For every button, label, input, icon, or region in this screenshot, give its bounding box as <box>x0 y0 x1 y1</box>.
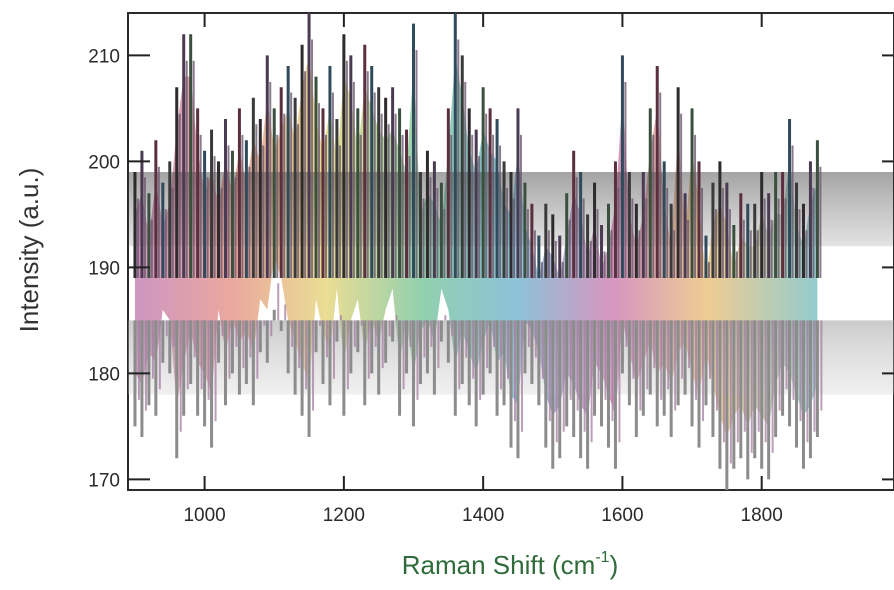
spectrum-bars <box>133 13 823 490</box>
x-tick-label: 1400 <box>462 505 504 526</box>
x-axis: 1000 1200 1400 1600 1800 <box>183 13 783 526</box>
x-tick-label: 1200 <box>323 505 365 526</box>
y-axis: 170 180 190 200 210 <box>88 46 894 491</box>
x-axis-title-main: Raman Shift (cm <box>402 550 596 580</box>
x-tick-label: 1800 <box>741 505 783 526</box>
x-tick-label: 1000 <box>183 505 225 526</box>
y-axis-title: Intensity (a.u.) <box>14 168 44 333</box>
y-tick-label: 170 <box>88 470 120 491</box>
plot-frame <box>127 12 894 491</box>
x-axis-title: Raman Shift (cm-1) <box>402 549 619 580</box>
y-tick-label: 210 <box>88 46 120 67</box>
y-tick-label: 180 <box>88 364 120 385</box>
y-tick-label: 200 <box>88 152 120 173</box>
x-axis-title-superscript: -1 <box>595 549 609 566</box>
x-axis-title-close: ) <box>610 550 619 580</box>
y-tick-label: 190 <box>88 258 120 279</box>
x-tick-label: 1600 <box>601 505 643 526</box>
